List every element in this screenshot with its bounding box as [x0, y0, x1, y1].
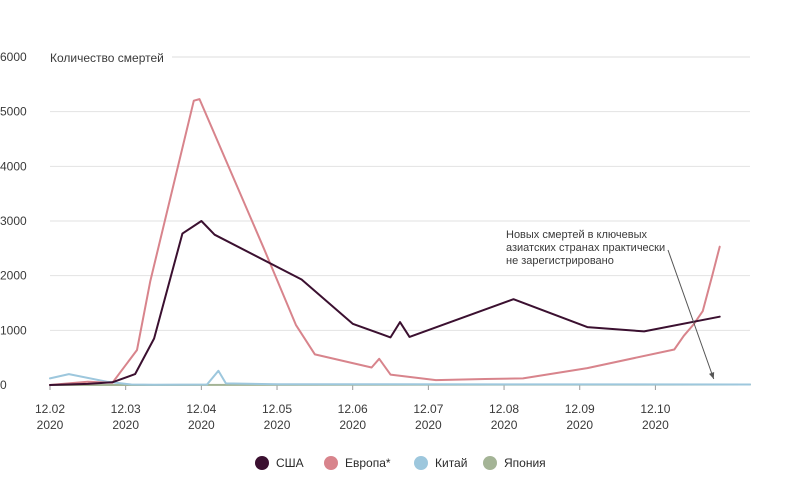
- y-axis-label: Количество смертей: [50, 51, 164, 65]
- x-tick-label: 12.03: [111, 402, 141, 416]
- legend-label: Китай: [435, 456, 467, 470]
- y-tick-label: 5000: [0, 105, 27, 119]
- legend-marker-0: [255, 456, 269, 470]
- legend-marker-3: [483, 456, 497, 470]
- x-tick-year: 2020: [37, 418, 64, 432]
- x-tick-year: 2020: [566, 418, 593, 432]
- y-tick-label: 3000: [0, 214, 27, 228]
- legend: США Европа* Китай Япония: [255, 456, 546, 470]
- legend-label: США: [276, 456, 304, 470]
- x-tick-year: 2020: [264, 418, 291, 432]
- y-tick-label: 2000: [0, 269, 27, 283]
- series-line-1: [49, 98, 721, 386]
- x-tick-year: 2020: [415, 418, 442, 432]
- x-tick-label: 12.09: [565, 402, 595, 416]
- y-tick-label: 6000: [0, 50, 27, 64]
- annotation-text: не зарегистрировано: [506, 255, 614, 267]
- x-tick-label: 12.02: [35, 402, 65, 416]
- y-axis-ticks: 0 1000 2000 3000 4000 5000 6000: [0, 50, 27, 392]
- x-axis-ticks: 12.02 2020 12.03 2020 12.04 2020 12.05 2020 12.0…: [35, 385, 671, 432]
- x-tick-label: 12.07: [413, 402, 443, 416]
- y-tick-label: 0: [0, 378, 7, 392]
- annotation-text: Новых смертей в ключевых: [506, 229, 648, 241]
- legend-marker-2: [414, 456, 428, 470]
- series-line-0: [49, 220, 721, 386]
- x-tick-label: 12.10: [640, 402, 670, 416]
- x-tick-label: 12.04: [186, 402, 216, 416]
- series-line-2: [49, 369, 751, 386]
- x-tick-label: 12.05: [262, 402, 292, 416]
- x-tick-year: 2020: [491, 418, 518, 432]
- legend-marker-1: [324, 456, 338, 470]
- x-tick-year: 2020: [188, 418, 215, 432]
- legend-label: Европа*: [345, 456, 391, 470]
- annotation-text: азиатских странах практически: [506, 242, 665, 254]
- x-tick-label: 12.08: [489, 402, 519, 416]
- x-tick-year: 2020: [642, 418, 669, 432]
- annotation-arrow-head: [709, 372, 715, 379]
- x-tick-year: 2020: [112, 418, 139, 432]
- legend-label: Япония: [504, 456, 546, 470]
- x-tick-year: 2020: [339, 418, 366, 432]
- grid-lines: [50, 56, 750, 386]
- y-tick-label: 4000: [0, 159, 27, 173]
- y-tick-label: 1000: [0, 323, 27, 337]
- x-tick-label: 12.06: [338, 402, 368, 416]
- series-lines: [49, 98, 751, 386]
- annotation-arrow-line: [667, 249, 715, 380]
